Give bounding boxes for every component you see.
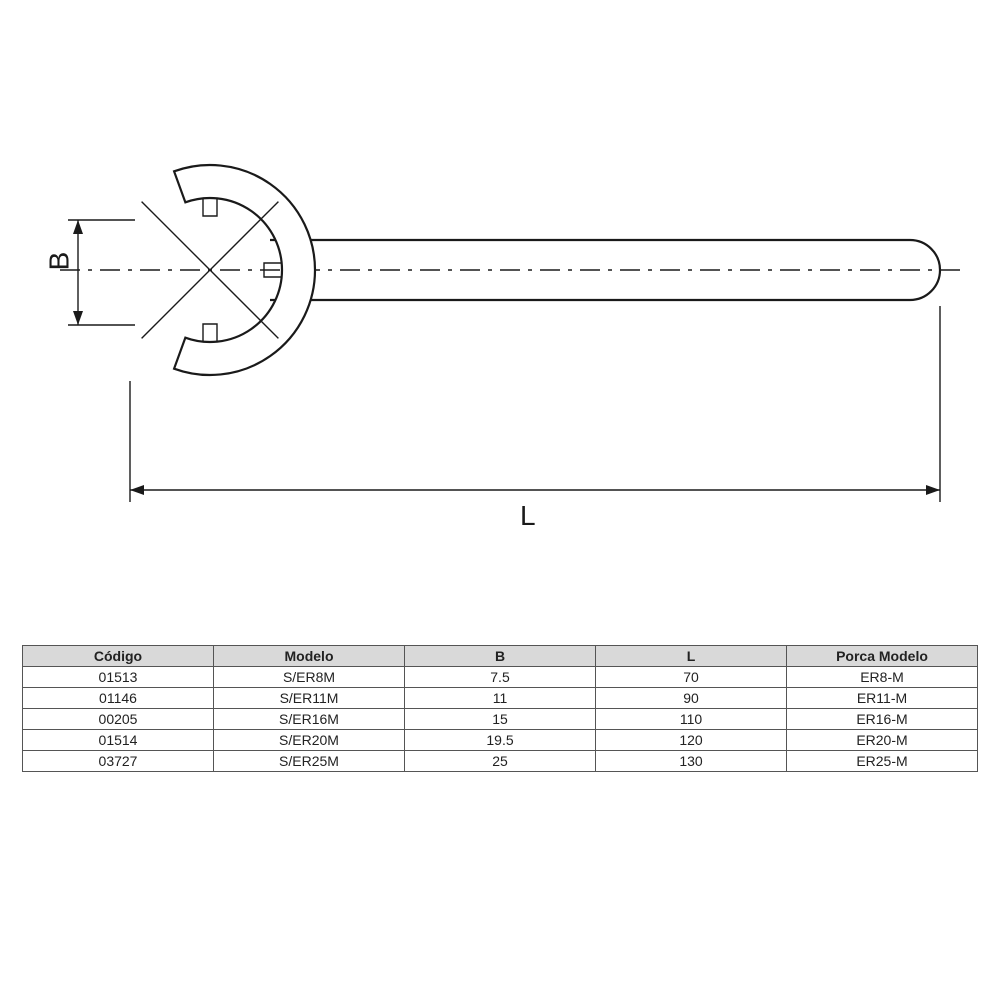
table-cell: 15	[405, 709, 596, 730]
col-header: L	[596, 646, 787, 667]
table-cell: 00205	[23, 709, 214, 730]
table-cell: S/ER16M	[214, 709, 405, 730]
table-cell: 70	[596, 667, 787, 688]
table-row: 01514S/ER20M19.5120ER20-M	[23, 730, 978, 751]
table-cell: ER11-M	[787, 688, 978, 709]
table-cell: ER8-M	[787, 667, 978, 688]
table-cell: 01514	[23, 730, 214, 751]
table-cell: ER16-M	[787, 709, 978, 730]
col-header: Modelo	[214, 646, 405, 667]
technical-drawing: B L	[0, 0, 1000, 640]
dimension-label-B: B	[43, 252, 75, 271]
table-cell: 7.5	[405, 667, 596, 688]
table-cell: 03727	[23, 751, 214, 772]
table-cell: 19.5	[405, 730, 596, 751]
table-cell: 110	[596, 709, 787, 730]
table-cell: S/ER20M	[214, 730, 405, 751]
table-cell: 120	[596, 730, 787, 751]
table-row: 00205S/ER16M15110ER16-M	[23, 709, 978, 730]
col-header: Código	[23, 646, 214, 667]
dimension-label-L: L	[520, 500, 536, 532]
table-cell: ER20-M	[787, 730, 978, 751]
table-row: 03727S/ER25M25130ER25-M	[23, 751, 978, 772]
col-header: B	[405, 646, 596, 667]
table-cell: 90	[596, 688, 787, 709]
table-cell: 01513	[23, 667, 214, 688]
table-cell: S/ER8M	[214, 667, 405, 688]
table-row: 01146S/ER11M1190ER11-M	[23, 688, 978, 709]
spec-table-container: CódigoModeloBLPorca Modelo 01513S/ER8M7.…	[22, 645, 978, 772]
table-cell: 25	[405, 751, 596, 772]
table-cell: 01146	[23, 688, 214, 709]
table-row: 01513S/ER8M7.570ER8-M	[23, 667, 978, 688]
col-header: Porca Modelo	[787, 646, 978, 667]
table-cell: S/ER25M	[214, 751, 405, 772]
spec-table: CódigoModeloBLPorca Modelo 01513S/ER8M7.…	[22, 645, 978, 772]
table-cell: 130	[596, 751, 787, 772]
table-cell: S/ER11M	[214, 688, 405, 709]
table-cell: 11	[405, 688, 596, 709]
table-cell: ER25-M	[787, 751, 978, 772]
